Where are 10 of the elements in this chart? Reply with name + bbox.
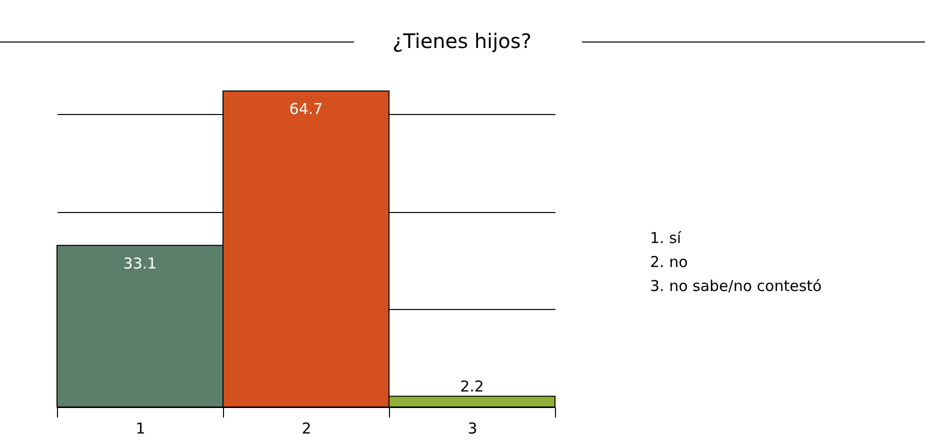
text: 3. no sabe/no contestó <box>650 277 822 295</box>
x-tick-label: 3 <box>468 420 478 438</box>
x-tick-label: 1 <box>136 420 146 438</box>
data-label: 2.2 <box>460 377 484 396</box>
chart-title: ¿Tienes hijos? <box>392 29 532 53</box>
text: 2. no <box>650 253 688 271</box>
data-label: 33.1 <box>123 254 157 272</box>
text: 1. sí <box>650 229 682 247</box>
data-label: 64.7 <box>289 100 323 118</box>
x-tick-label: 2 <box>302 420 312 438</box>
